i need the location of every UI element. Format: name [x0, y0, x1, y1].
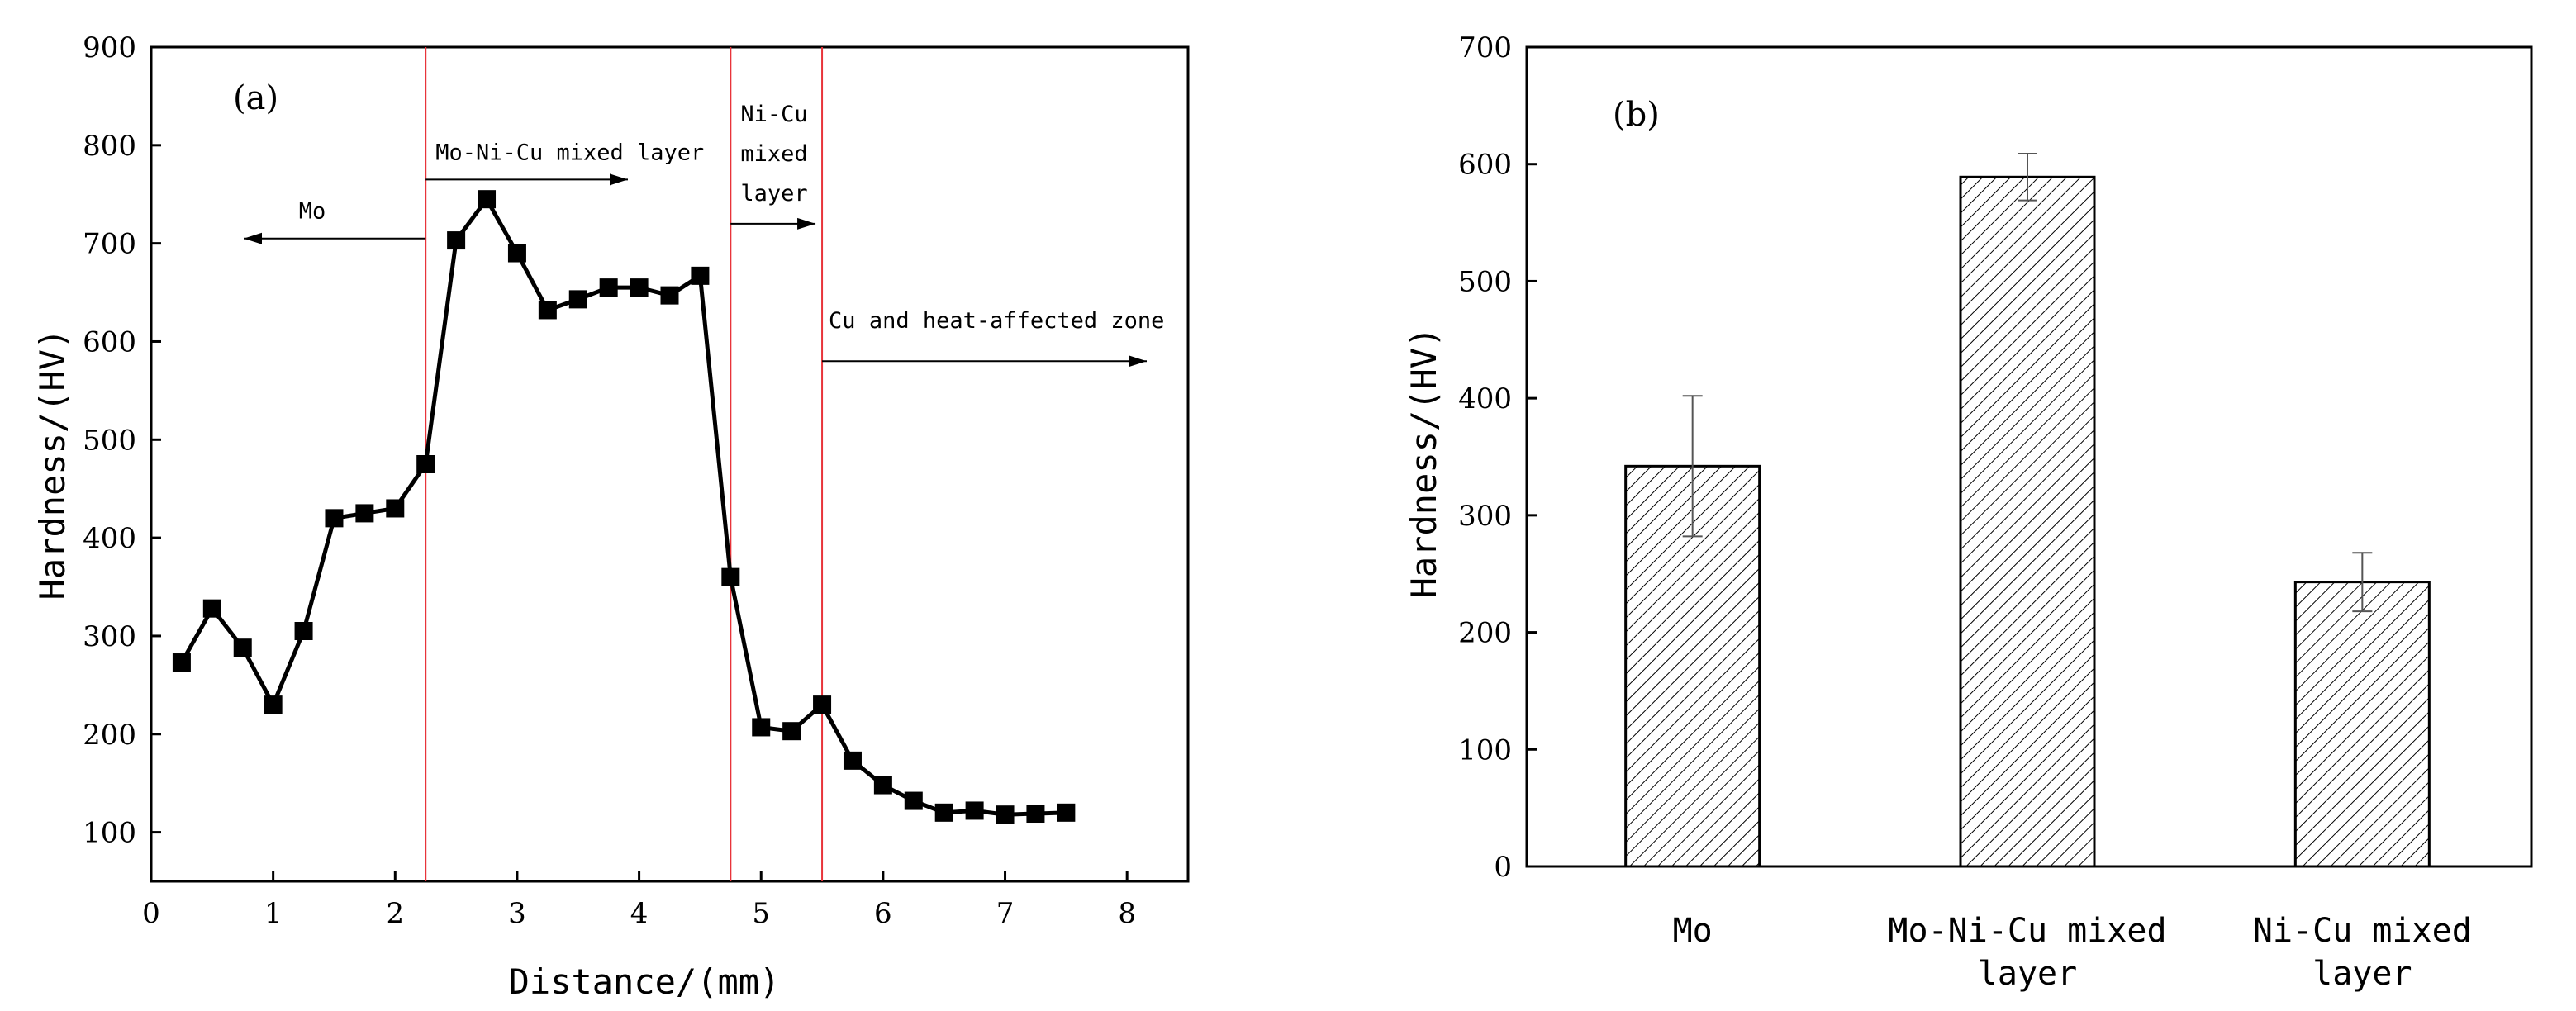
panel-a-data-point	[721, 567, 740, 586]
panel-b-category-label: layer	[2312, 955, 2412, 993]
panel-a-data-point	[813, 695, 832, 714]
panel-a-data-point	[934, 803, 953, 822]
panel-a-y-tick-label: 200	[83, 719, 136, 752]
panel-b-y-tick-label: 400	[1458, 382, 1512, 415]
panel-a-data-point	[172, 653, 191, 672]
panel-a-layer-boundaries	[425, 47, 824, 881]
panel-a-x-tick-label: 3	[508, 897, 526, 930]
panel-b-y-tick-label: 100	[1458, 733, 1512, 767]
panel-a-x-tick-label: 7	[996, 897, 1015, 930]
panel-a-series-line	[179, 195, 1067, 817]
panel-a-y-tick-label: 300	[83, 620, 136, 653]
panel-a-x-tick-label: 2	[386, 897, 404, 930]
annotation-mixed-layer-arrow-head	[610, 173, 628, 186]
panel-a-y-tick-label: 100	[83, 817, 136, 850]
panel-a-data-point	[782, 722, 801, 741]
panel-b-bar	[1959, 175, 2096, 868]
panel-b-y-axis-title: Hardness/(HV)	[1404, 327, 1444, 599]
panel-a-data-point	[752, 718, 771, 737]
annotation-mo-arrow-head	[244, 232, 262, 244]
panel-b-bar	[2293, 581, 2431, 868]
panel-a-y-tick-label: 400	[83, 522, 136, 555]
panel-a-x-tick-label: 0	[142, 897, 160, 930]
panel-b-category-label: Ni-Cu mixed	[2253, 912, 2472, 950]
annotation-ni-cu-text-line: Ni-Cu	[740, 102, 807, 127]
annotation-cu-haz-arrow-head	[1129, 355, 1147, 368]
panel-a-series	[172, 190, 1076, 824]
panel-a-data-point	[264, 695, 283, 714]
panel-a-data-point	[965, 801, 984, 820]
panel-a-data-point	[478, 190, 497, 209]
panel-a-y-tick-label: 700	[83, 228, 136, 261]
panel-a-data-point	[599, 278, 618, 297]
panel-a-data-point	[1026, 805, 1045, 824]
panel-b-bar-chart: (b) 0 100 200 300 400 500 600 700 Mo Mo-Ni-Cu mi…	[1404, 31, 2533, 993]
panel-a-data-point	[691, 266, 710, 285]
panel-a-data-point	[355, 504, 374, 523]
panel-a-y-axis-title: Hardness/(HV)	[32, 329, 73, 600]
panel-a-data-point	[996, 805, 1015, 824]
panel-a-y-axis: 100 200 300 400 500 600 700 800 900	[83, 31, 161, 850]
panel-a-data-point	[416, 455, 435, 473]
panel-a-data-point	[904, 791, 923, 810]
panel-a-plot-frame	[150, 45, 1190, 883]
panel-b-y-tick-label: 500	[1458, 265, 1512, 298]
panel-b-category-label: Mo	[1673, 912, 1713, 950]
panel-a-label: (a)	[233, 79, 278, 117]
panel-a-x-tick-label: 4	[630, 897, 649, 930]
annotation-ni-cu-text-line: layer	[740, 181, 807, 206]
panel-b-category-labels: Mo Mo-Ni-Cu mixed layer Ni-Cu mixed layer	[1673, 912, 2472, 993]
panel-a-data-point	[507, 244, 526, 263]
panel-a-line-chart: (a) Mo Mo-Ni-Cu mixed layer Ni-Cu mixed laye…	[32, 31, 1190, 1002]
panel-a-data-point	[1057, 803, 1076, 822]
panel-a-y-tick-label: 900	[83, 31, 136, 64]
panel-a-x-tick-label: 5	[752, 897, 770, 930]
annotation-ni-cu-text-line: mixed	[740, 141, 807, 167]
panel-a-data-point	[843, 751, 862, 770]
panel-a-annotations: Mo Mo-Ni-Cu mixed layer Ni-Cu mixed layer Cu …	[244, 102, 1164, 368]
panel-b-y-tick-label: 300	[1458, 500, 1512, 533]
panel-b-y-axis: 0 100 200 300 400 500 600 700	[1458, 31, 1537, 884]
panel-b-label: (b)	[1613, 96, 1660, 134]
panel-a-x-axis: 0 1 2 3 4 5 6 7 8	[142, 871, 1136, 930]
panel-b-y-tick-label: 700	[1458, 31, 1512, 64]
panel-a-x-axis-title: Distance/(mm)	[509, 961, 781, 1002]
panel-b-category-label: layer	[1978, 955, 2077, 993]
panel-a-data-point	[202, 599, 221, 618]
panel-a-data-point	[538, 301, 557, 320]
panel-a-data-point	[233, 638, 252, 657]
annotation-mixed-layer-text: Mo-Ni-Cu mixed layer	[435, 140, 704, 165]
panel-b-y-tick-label: 200	[1458, 617, 1512, 650]
panel-a-data-point	[325, 509, 344, 528]
panel-a-y-tick-label: 800	[83, 130, 136, 163]
annotation-cu-haz-text: Cu and heat-affected zone	[829, 308, 1164, 334]
panel-a-data-point	[660, 286, 679, 305]
panel-a-y-tick-label: 600	[83, 325, 136, 358]
panel-b-y-tick-label: 600	[1458, 149, 1512, 182]
annotation-ni-cu-arrow-head	[797, 217, 816, 230]
panel-a-y-tick-label: 500	[83, 424, 136, 457]
panel-a-data-point	[386, 499, 405, 518]
panel-a-data-point	[568, 290, 587, 309]
panel-b-y-tick-label: 0	[1494, 851, 1512, 884]
annotation-mo-text: Mo	[299, 199, 326, 225]
panel-b-category-label: Mo-Ni-Cu mixed	[1888, 912, 2166, 950]
panel-a-data-point	[447, 231, 466, 250]
panel-b-bars	[1624, 152, 2431, 868]
panel-a-data-point	[873, 776, 892, 795]
panel-a-x-tick-label: 1	[264, 897, 283, 930]
panel-a-data-point	[294, 622, 313, 640]
panel-a-x-tick-label: 8	[1118, 897, 1136, 930]
panel-a-data-point	[630, 278, 649, 297]
panel-a-x-tick-label: 6	[874, 897, 892, 930]
